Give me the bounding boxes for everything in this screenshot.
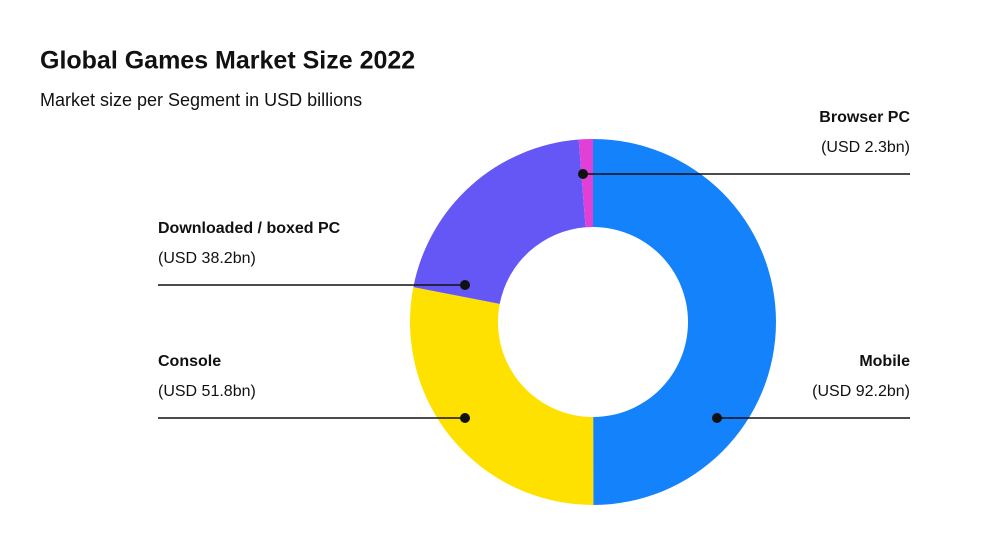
leader-dot: [460, 413, 470, 423]
value-label: (USD 2.3bn): [821, 139, 910, 156]
donut-segment: [578, 139, 593, 228]
value-label: (USD 51.8bn): [158, 383, 256, 400]
value-label: (USD 38.2bn): [158, 250, 256, 267]
donut-segment: [593, 139, 776, 505]
leader-dot: [578, 169, 588, 179]
donut-segment: [410, 287, 594, 505]
category-label: Console: [158, 353, 221, 370]
leader-dot: [712, 413, 722, 423]
category-label: Downloaded / boxed PC: [158, 220, 341, 237]
chart-title: Global Games Market Size 2022: [40, 47, 415, 75]
value-label: (USD 92.2bn): [812, 383, 910, 400]
chart-subtitle: Market size per Segment in USD billions: [40, 90, 362, 110]
donut-segment: [413, 139, 586, 304]
leader-dot: [460, 280, 470, 290]
category-label: Browser PC: [819, 109, 910, 126]
category-label: Mobile: [859, 353, 910, 370]
